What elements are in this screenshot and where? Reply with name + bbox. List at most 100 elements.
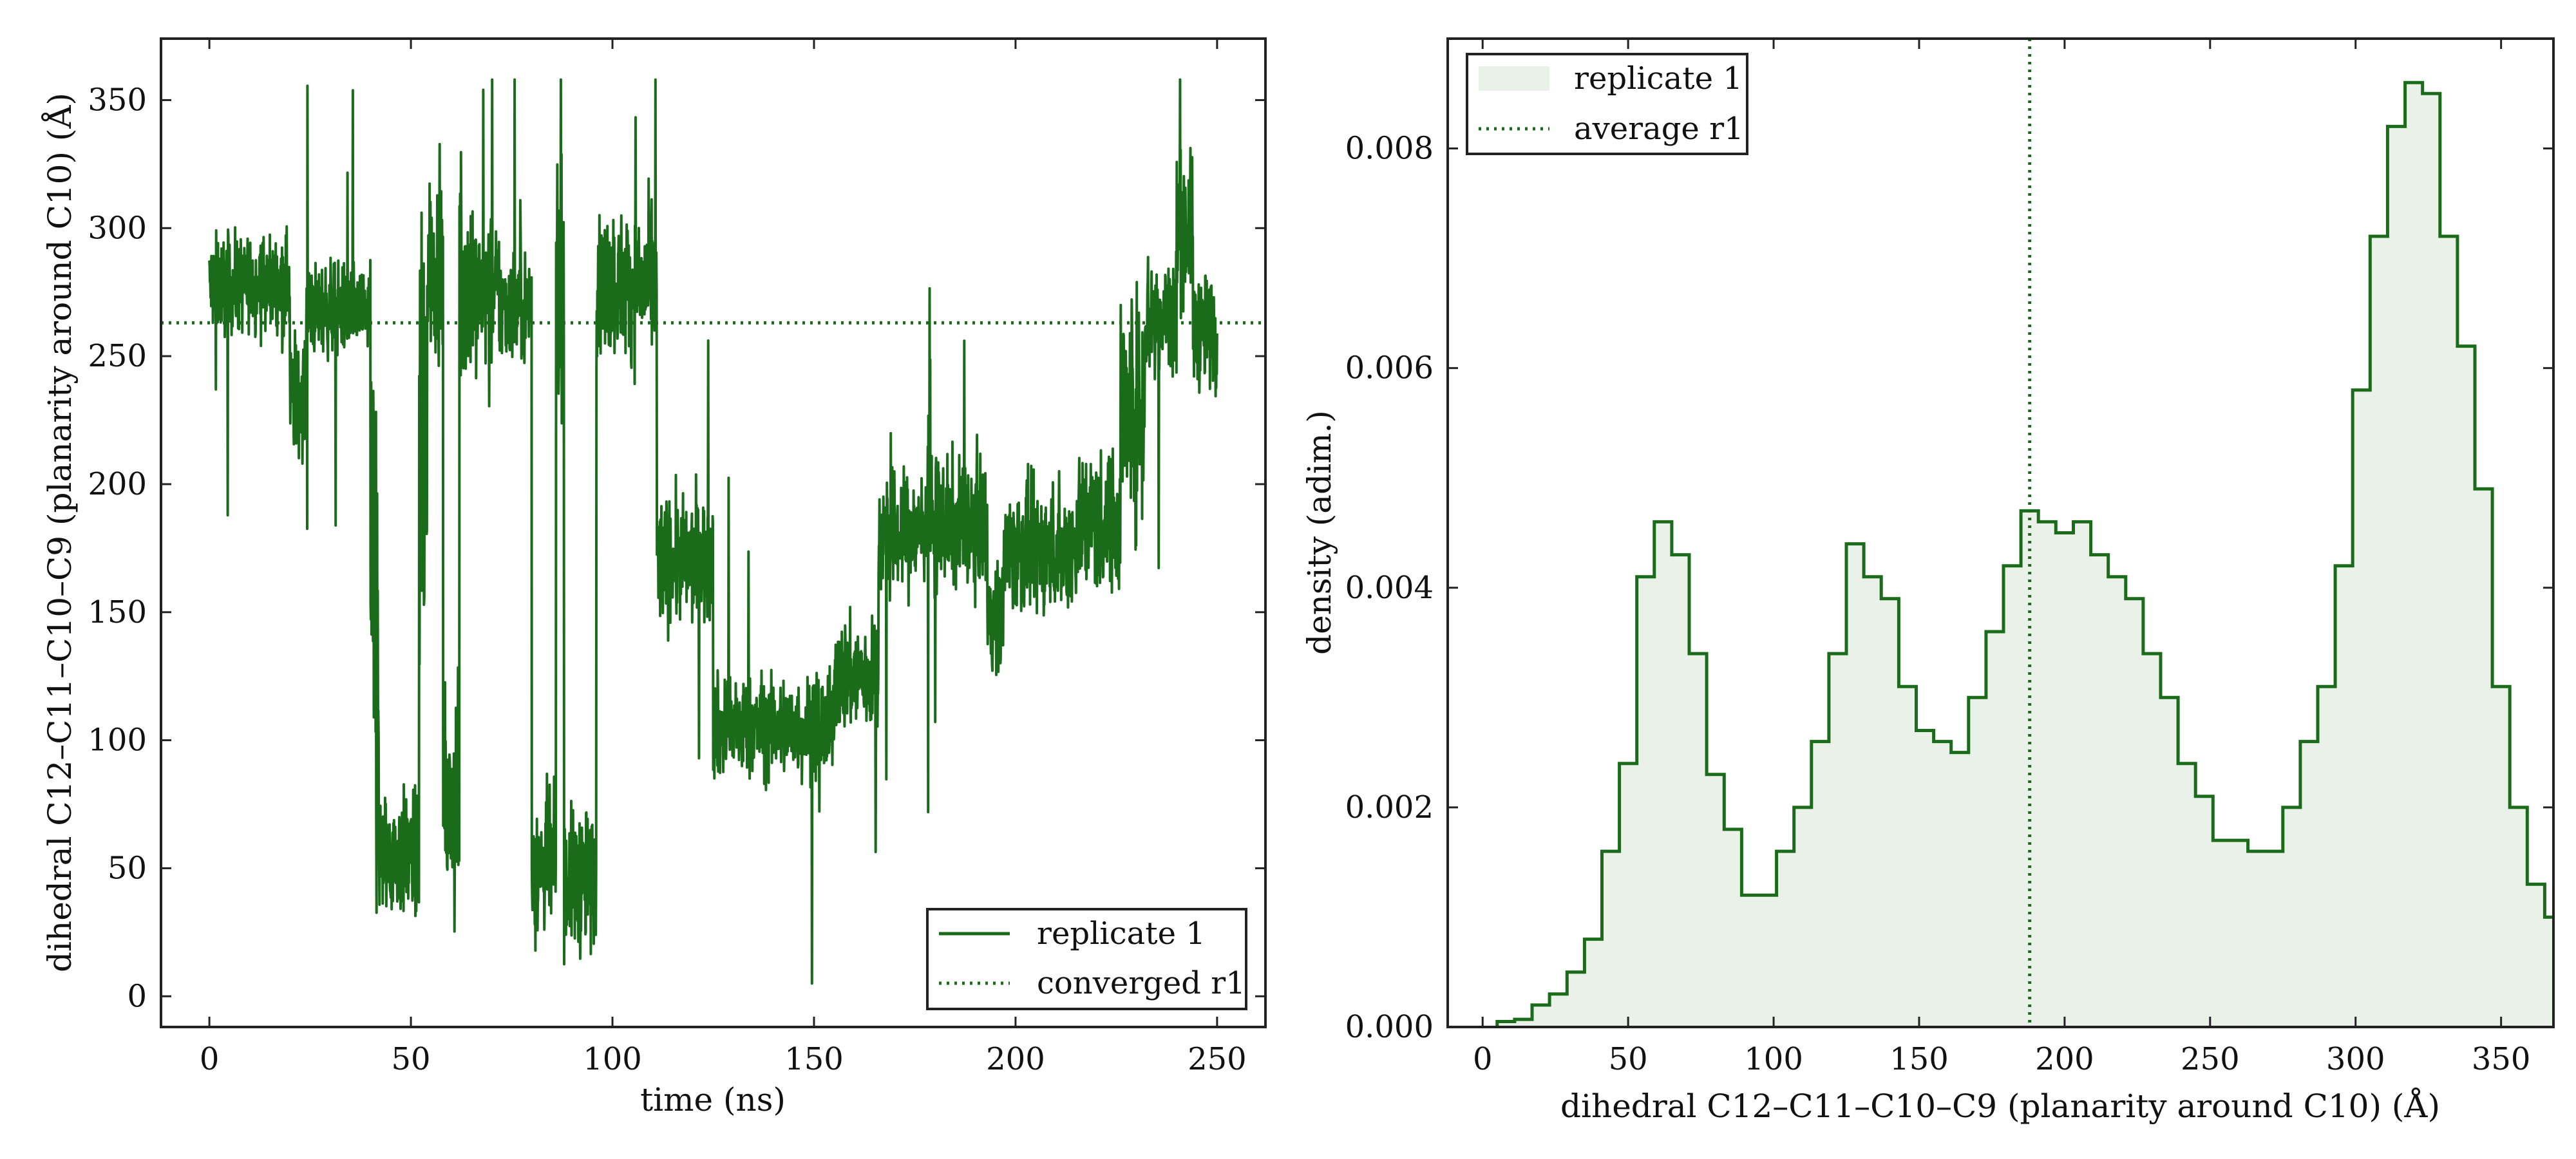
x-tick-label: 0 [200,1041,220,1077]
y-tick-label: 0.002 [1345,789,1434,825]
histogram-bar [1916,730,1935,1027]
x-tick-label: 50 [1609,1041,1648,1077]
time-series-ticks: 0 50 100 150 200 250 0 50 100 150 200 250 300 350 [88,39,1265,1077]
histogram-bar [2387,126,2406,1027]
histogram-bar [1811,741,1830,1027]
y-tick-label: 300 [88,210,147,246]
y-tick-label: 0.006 [1345,350,1434,386]
histogram-bar [1968,697,1987,1027]
time-axis-label: time (ns) [640,1081,786,1118]
histogram-panel: 0 50 100 150 200 250 300 350 0.000 0.002 0.004 0.00… [1301,37,2555,1125]
time-series-plot-area [161,78,1265,985]
histogram-bar [1933,741,1952,1027]
histogram-bar [1671,554,1690,1027]
histogram-bar [2195,796,2213,1027]
histogram-bar [1951,752,1969,1027]
legend-box [926,908,1247,1010]
time-series-legend: replicate 1 converged r1 [926,908,1247,1010]
histogram-bar [2161,697,2179,1027]
histogram-bar [1741,895,1759,1027]
histogram-bar [2318,686,2336,1027]
histogram-bar [2422,93,2441,1027]
histogram-bar [1759,895,1777,1027]
time-series-frame [160,37,1267,1028]
replicate-legend-swatch [1479,66,1549,91]
histogram-bar [1584,939,1602,1027]
histogram-bar [1532,1004,1550,1027]
histogram-bar [2335,565,2353,1027]
x-tick-label: 100 [583,1041,642,1077]
x-tick-label: 150 [1889,1041,1949,1077]
histogram-bar [1567,972,1585,1027]
histogram-bar [2300,741,2318,1027]
histogram-step-outline [1495,80,2553,1027]
histogram-bar [1846,543,1864,1027]
x-tick-label: 50 [392,1041,431,1077]
y-tick-label: 0.008 [1345,131,1434,167]
x-tick-label: 200 [2035,1041,2094,1077]
x-tick-label: 300 [2326,1041,2385,1077]
histogram-bar [1864,576,1882,1027]
replicate-1-line [208,78,1218,985]
histogram-bar [2510,807,2528,1027]
histogram-bar [1549,994,1567,1027]
histogram-ticks: 0 50 100 150 200 250 300 350 0.000 0.002 0.004 0.00… [1345,39,2553,1077]
histogram-bar [1602,851,1620,1027]
histogram-bar [2405,82,2423,1027]
density-axis-label: density (adim.) [1301,410,1338,655]
x-tick-label: 0 [1473,1041,1493,1077]
histogram-bar [1636,576,1655,1027]
histogram-bar [1899,686,1917,1027]
histogram-bar [1881,598,1899,1027]
y-tick-label: 200 [88,466,147,502]
histogram-bar [1689,654,1707,1027]
y-tick-label: 250 [88,338,147,374]
histogram-bar [1828,654,1847,1027]
x-tick-label: 150 [784,1041,844,1077]
time-series-panel: 0 50 100 150 200 250 0 50 100 150 200 250 300 350 tim… [41,37,1267,1118]
histogram-bar [1619,763,1638,1027]
histogram-bar [2143,654,2161,1027]
y-tick-label: 350 [88,82,147,118]
histogram-bar [1654,522,1672,1027]
histogram-bar [2090,554,2109,1027]
histogram-bar [1707,774,1725,1027]
histogram-bar [2038,522,2056,1027]
y-tick-label: 0.004 [1345,570,1434,606]
histogram-bar [1776,851,1795,1027]
histogram-legend: replicate 1 average r1 [1466,53,1748,155]
replicate-legend-label: replicate 1 [1037,916,1206,952]
histogram-bar [2213,840,2231,1027]
dihedral-x-axis-label: dihedral C12–C11–C10–C9 (planarity aroun… [1560,1087,2440,1125]
histogram-bar [1794,807,1812,1027]
histogram-bar [1497,1021,1515,1027]
histogram-bar [2125,598,2144,1027]
converged-legend-label: converged r1 [1037,965,1245,1001]
histogram-bar [1514,1019,1533,1027]
histogram-bar [2353,390,2371,1027]
histogram-bar [2003,565,2022,1027]
y-tick-label: 100 [88,722,147,759]
histogram-bar [1724,829,1742,1027]
histogram-frame [1446,37,2555,1028]
dihedral-axis-label: dihedral C12–C11–C10–C9 (planarity aroun… [41,93,79,972]
histogram-bar [2178,763,2196,1027]
histogram-bar [2439,236,2458,1027]
y-tick-label: 50 [108,850,147,886]
x-tick-label: 200 [986,1041,1045,1077]
histogram-bar [2230,840,2249,1027]
histogram-bar [2073,522,2092,1027]
histogram-bar [2527,884,2545,1027]
histogram-bar [2056,532,2074,1027]
y-tick-label: 0 [127,978,147,1014]
histogram-bar [2370,236,2388,1027]
x-tick-label: 100 [1744,1041,1803,1077]
x-tick-label: 350 [2472,1041,2531,1077]
histogram-bar [2544,917,2553,1027]
y-tick-label: 150 [88,594,147,630]
histogram-bar [2248,851,2266,1027]
histogram-bar [2108,576,2126,1027]
histogram-bar [2492,686,2510,1027]
y-tick-label: 0.000 [1345,1009,1434,1045]
